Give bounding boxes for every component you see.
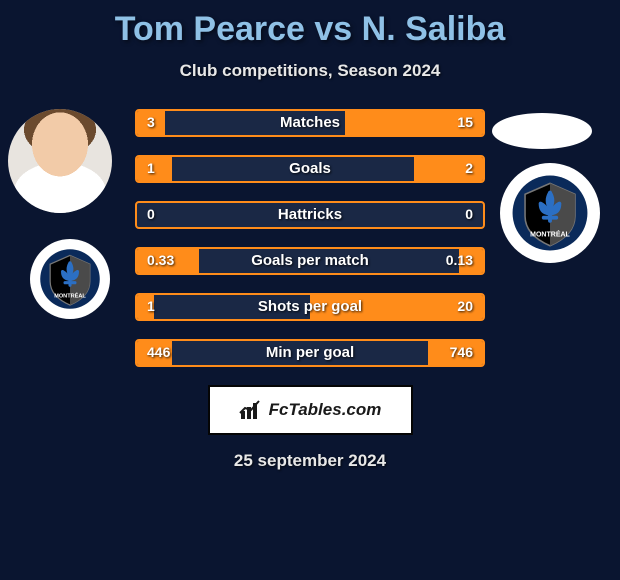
subtitle: Club competitions, Season 2024	[0, 61, 620, 81]
stat-label: Goals per match	[137, 252, 483, 269]
stat-label: Goals	[137, 160, 483, 177]
stat-bar-list: 315Matches 12Goals 00Hattricks 0.330.13Goal…	[135, 109, 485, 367]
stat-row: 00Hattricks	[135, 201, 485, 229]
player-left-avatar	[8, 109, 112, 213]
stat-label: Shots per goal	[137, 298, 483, 315]
club-shield-icon: MONTRÉAL	[39, 248, 101, 310]
player-photo-placeholder	[8, 109, 112, 213]
stat-row: 446746Min per goal	[135, 339, 485, 367]
stat-label: Matches	[137, 114, 483, 131]
club-shield-icon: MONTRÉAL	[511, 174, 589, 252]
stat-label: Min per goal	[137, 344, 483, 361]
player-right-club-logo: MONTRÉAL	[500, 163, 600, 263]
brand-text: FcTables.com	[269, 400, 382, 420]
comparison-panel: MONTRÉAL MONTRÉAL 315Matches 12Goals 00Hat…	[0, 109, 620, 367]
player-left-club-logo: MONTRÉAL	[30, 239, 110, 319]
page-title: Tom Pearce vs N. Saliba	[0, 0, 620, 49]
stat-row: 0.330.13Goals per match	[135, 247, 485, 275]
stat-label: Hattricks	[137, 206, 483, 223]
svg-text:MONTRÉAL: MONTRÉAL	[530, 229, 570, 238]
stat-row: 120Shots per goal	[135, 293, 485, 321]
stat-row: 12Goals	[135, 155, 485, 183]
date-text: 25 september 2024	[0, 451, 620, 471]
player-right-avatar	[492, 113, 592, 149]
brand-chart-icon	[239, 399, 265, 421]
brand-box: FcTables.com	[208, 385, 413, 435]
stat-row: 315Matches	[135, 109, 485, 137]
